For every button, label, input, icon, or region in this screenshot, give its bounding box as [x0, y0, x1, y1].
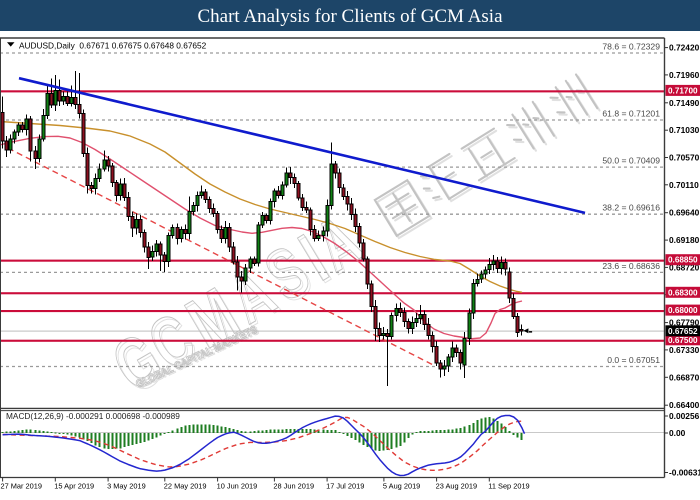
svg-text:-0.00631: -0.00631: [669, 468, 700, 478]
svg-text:0.68300: 0.68300: [668, 288, 698, 297]
svg-text:0.69180: 0.69180: [669, 235, 700, 245]
svg-text:0.00256: 0.00256: [669, 411, 700, 421]
svg-text:10 Jun 2019: 10 Jun 2019: [217, 482, 258, 491]
svg-text:Chart Analysis for Clients of: Chart Analysis for Clients of GCM Asia: [197, 6, 503, 27]
svg-text:17 Jul 2019: 17 Jul 2019: [326, 482, 364, 491]
svg-text:0.70110: 0.70110: [669, 180, 699, 190]
svg-text:0.00: 0.00: [669, 428, 686, 438]
svg-text:15 Apr 2019: 15 Apr 2019: [54, 482, 94, 491]
svg-text:0.71960: 0.71960: [669, 70, 700, 80]
svg-text:0.67790: 0.67790: [669, 318, 700, 328]
svg-text:27 Mar 2019: 27 Mar 2019: [1, 482, 43, 491]
svg-text:0.0 = 0.67051: 0.0 = 0.67051: [607, 355, 660, 365]
svg-text:23.6 = 0.68636: 23.6 = 0.68636: [602, 261, 660, 271]
svg-text:0.67652: 0.67652: [668, 327, 698, 336]
svg-text:50.0 = 0.70409: 50.0 = 0.70409: [602, 156, 660, 166]
svg-text:0.67330: 0.67330: [669, 345, 700, 355]
svg-text:MACD(12,26,9) -0.000291 0.0006: MACD(12,26,9) -0.000291 0.000698 -0.0009…: [6, 411, 180, 421]
svg-text:0.68000: 0.68000: [668, 306, 698, 315]
svg-text:38.2 = 0.69616: 38.2 = 0.69616: [602, 203, 660, 213]
svg-text:3 May 2019: 3 May 2019: [107, 482, 146, 491]
svg-text:0.68720: 0.68720: [669, 262, 700, 272]
svg-text:28 Jun 2019: 28 Jun 2019: [273, 482, 314, 491]
svg-text:22 May 2019: 22 May 2019: [164, 482, 207, 491]
svg-text:11 Sep 2019: 11 Sep 2019: [488, 482, 529, 491]
svg-text:0.67500: 0.67500: [668, 336, 698, 345]
svg-text:0.71490: 0.71490: [669, 98, 700, 108]
svg-text:0.71030: 0.71030: [669, 125, 700, 135]
svg-text:0.68850: 0.68850: [668, 256, 698, 265]
svg-text:78.6 = 0.72329: 78.6 = 0.72329: [602, 42, 660, 52]
svg-text:AUDUSD,Daily 0.67671 0.67675: AUDUSD,Daily 0.67671 0.67675 0.67648 0.6…: [19, 40, 207, 50]
svg-text:0.70570: 0.70570: [669, 153, 700, 163]
svg-text:0.69640: 0.69640: [669, 208, 700, 218]
svg-text:0.72420: 0.72420: [669, 43, 700, 53]
svg-text:23 Aug 2019: 23 Aug 2019: [436, 482, 478, 491]
svg-text:5 Aug 2019: 5 Aug 2019: [383, 482, 420, 491]
svg-text:0.71700: 0.71700: [668, 86, 698, 95]
svg-text:0.66870: 0.66870: [669, 372, 700, 382]
svg-text:61.8 = 0.71201: 61.8 = 0.71201: [602, 109, 660, 119]
svg-text:0.66400: 0.66400: [669, 400, 700, 410]
